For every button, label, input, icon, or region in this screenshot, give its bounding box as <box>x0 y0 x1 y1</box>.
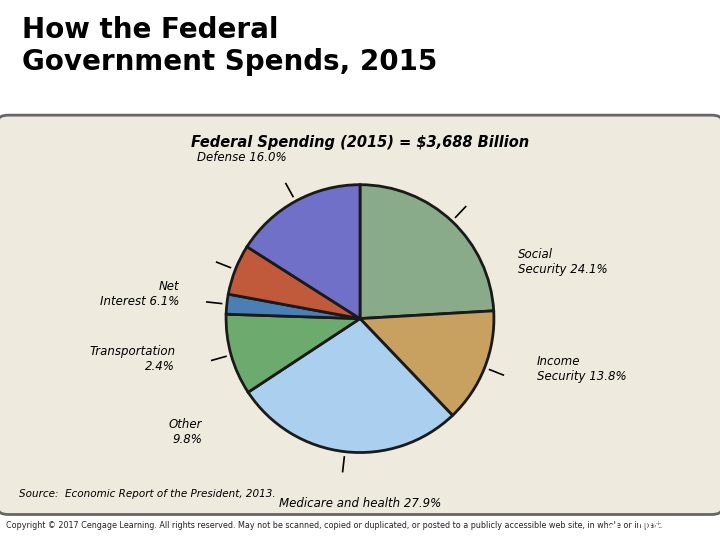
Text: How the Federal
Government Spends, 2015: How the Federal Government Spends, 2015 <box>22 16 437 76</box>
Text: Income
Security 13.8%: Income Security 13.8% <box>537 355 626 383</box>
Text: Net
Interest 6.1%: Net Interest 6.1% <box>100 280 179 308</box>
Wedge shape <box>247 185 360 319</box>
Text: Federal Spending (2015) = $3,688 Billion: Federal Spending (2015) = $3,688 Billion <box>191 134 529 150</box>
Text: Gwartney-Stroup: Gwartney-Stroup <box>598 79 680 89</box>
Text: th: th <box>663 22 680 36</box>
Wedge shape <box>226 294 360 319</box>
Text: Source:  Economic Report of the President, 2013.: Source: Economic Report of the President… <box>19 489 276 499</box>
Wedge shape <box>360 185 494 319</box>
Text: Social
Security 24.1%: Social Security 24.1% <box>518 248 608 276</box>
Text: ◄: ◄ <box>607 518 618 532</box>
Text: Sobel-Macpherson: Sobel-Macpherson <box>594 94 684 104</box>
Text: Copyright © 2017 Cengage Learning. All rights reserved. May not be scanned, copi: Copyright © 2017 Cengage Learning. All r… <box>6 521 663 530</box>
Text: Transportation
2.4%: Transportation 2.4% <box>89 345 175 373</box>
Text: Medicare and health 27.9%: Medicare and health 27.9% <box>279 497 441 510</box>
Text: 16: 16 <box>602 27 640 55</box>
Text: First Page: First Page <box>637 520 701 530</box>
Text: Other
9.8%: Other 9.8% <box>168 418 202 447</box>
Text: edition: edition <box>613 53 665 68</box>
Wedge shape <box>248 319 452 453</box>
FancyBboxPatch shape <box>0 115 720 515</box>
Wedge shape <box>360 311 494 415</box>
Wedge shape <box>226 314 360 392</box>
Wedge shape <box>228 247 360 319</box>
Text: Defense 16.0%: Defense 16.0% <box>197 151 287 164</box>
